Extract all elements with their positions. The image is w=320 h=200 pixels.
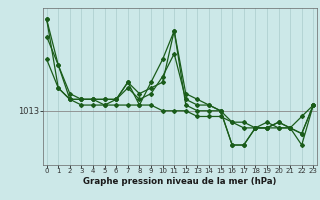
X-axis label: Graphe pression niveau de la mer (hPa): Graphe pression niveau de la mer (hPa) bbox=[83, 177, 277, 186]
